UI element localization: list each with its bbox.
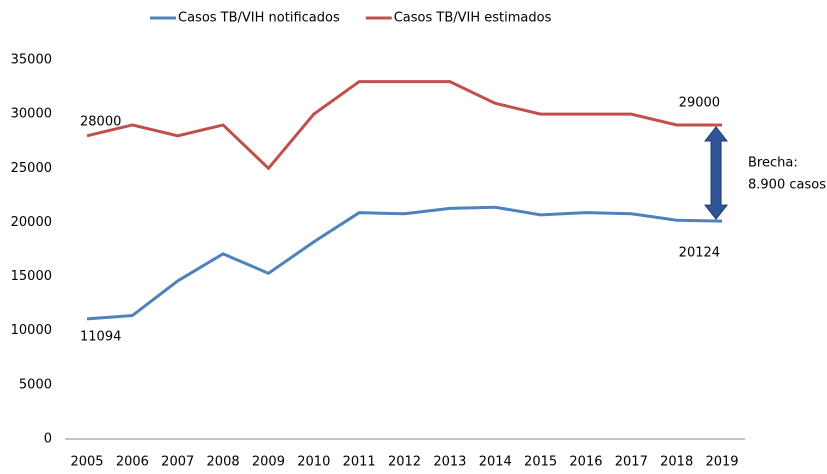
- data-label: 11094: [80, 329, 121, 344]
- x-tick-label: 2017: [615, 455, 648, 470]
- series-line: [86, 80, 723, 171]
- y-tick-label: 0: [44, 432, 52, 447]
- data-label: 28000: [80, 114, 121, 129]
- x-tick-label: 2007: [161, 455, 194, 470]
- y-tick-label: 15000: [11, 269, 52, 284]
- x-tick-label: 2016: [569, 455, 602, 470]
- y-tick-label: 30000: [11, 107, 52, 122]
- x-tick-label: 2011: [343, 455, 376, 470]
- x-tick-label: 2008: [207, 455, 240, 470]
- x-tick-label: 2018: [660, 455, 693, 470]
- x-tick-label: 2009: [252, 455, 285, 470]
- gap-arrow: [704, 126, 729, 220]
- x-tick-label: 2014: [479, 455, 512, 470]
- y-tick-label: 10000: [11, 323, 52, 338]
- annotation: Brecha:: [748, 156, 798, 171]
- x-tick-label: 2019: [705, 455, 738, 470]
- legend-label: Casos TB/VIH notificados: [178, 11, 340, 26]
- y-tick-label: 20000: [11, 215, 52, 230]
- annotation: 8.900 casos: [748, 178, 826, 193]
- y-tick-label: 5000: [19, 377, 52, 392]
- x-tick-label: 2005: [70, 455, 103, 470]
- x-tick-label: 2006: [116, 455, 149, 470]
- x-tick-label: 2012: [388, 455, 421, 470]
- data-label: 20124: [679, 246, 720, 261]
- series-line: [86, 205, 723, 321]
- x-tick-label: 2013: [433, 455, 466, 470]
- x-tick-label: 2015: [524, 455, 557, 470]
- y-tick-label: 25000: [11, 161, 52, 176]
- x-tick-label: 2010: [297, 455, 330, 470]
- y-tick-label: 35000: [11, 53, 52, 68]
- data-label: 29000: [679, 95, 720, 110]
- legend-label: Casos TB/VIH estimados: [394, 11, 552, 26]
